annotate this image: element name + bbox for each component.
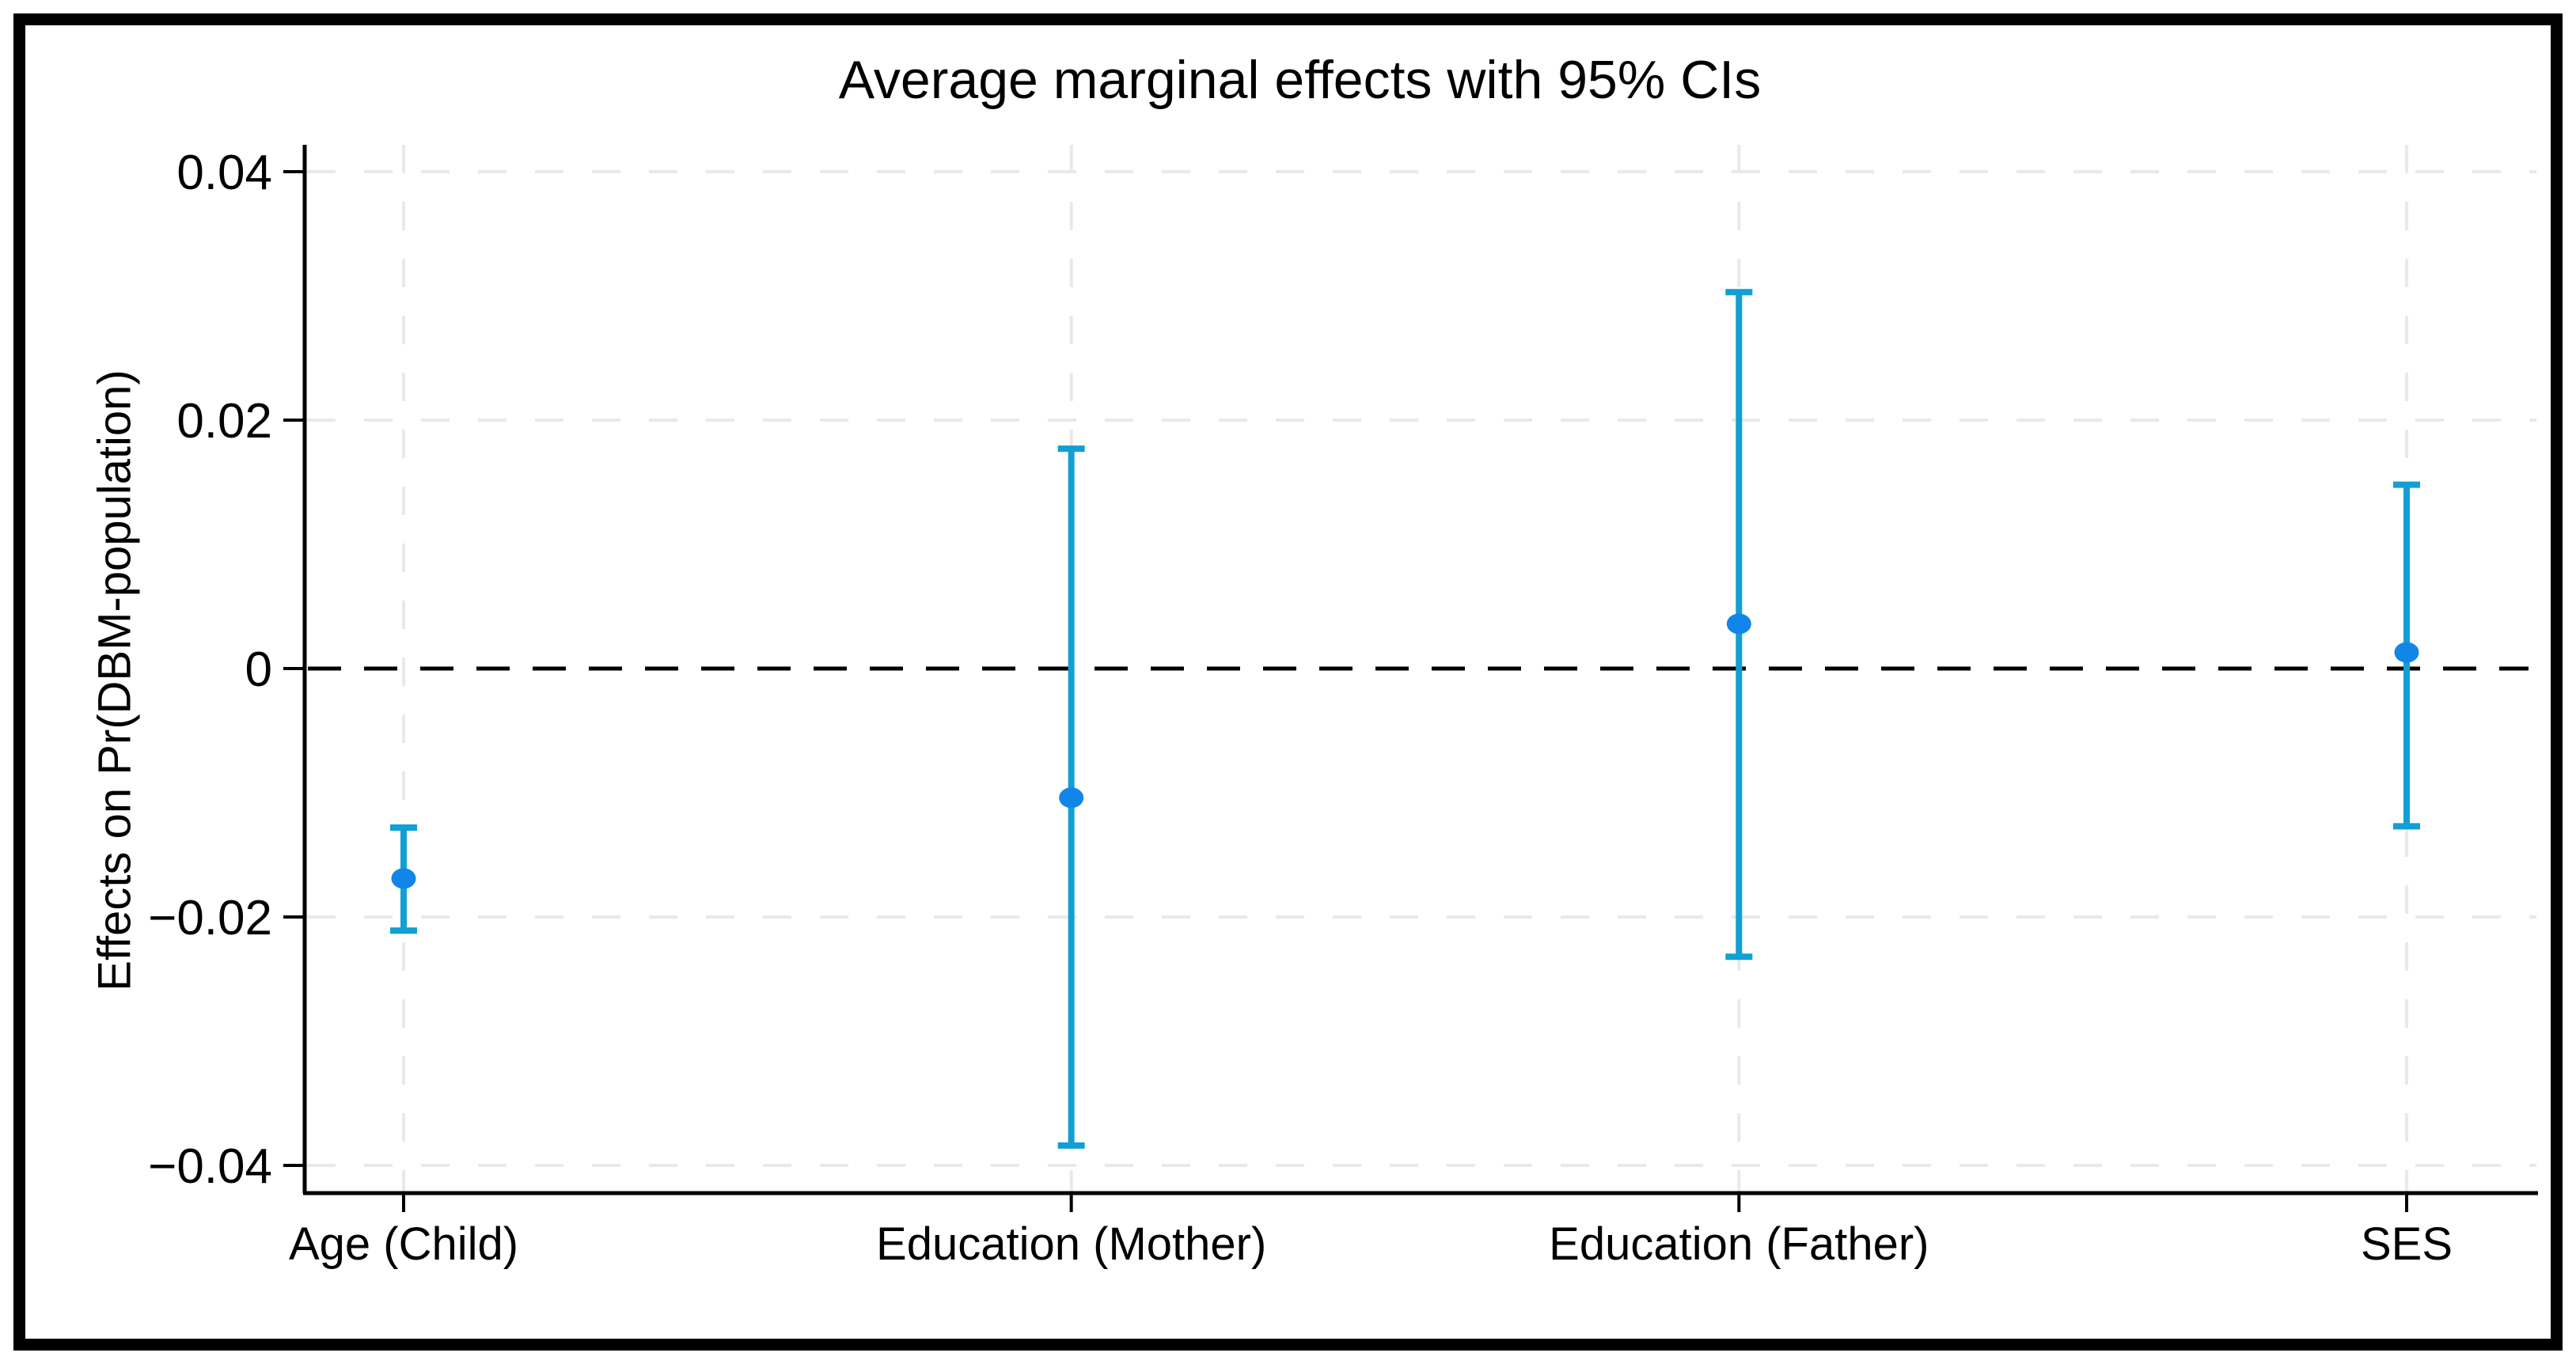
y-tick-label-0.04: 0.04 [176,146,272,200]
x-tick-label-ses: SES [2361,1218,2453,1270]
point-estimate-marker-age-child [391,868,416,889]
point-estimate-marker-education-father [1726,613,1751,635]
y-tick-label--0.02: −0.02 [148,891,272,945]
point-estimate-marker-ses [2394,642,2419,663]
y-tick-label-0.02: 0.02 [176,394,272,449]
y-tick-label-0: 0 [245,642,272,697]
x-tick-label-education-father: Education (Father) [1549,1218,1929,1270]
x-tick-label-education-mother: Education (Mother) [876,1218,1266,1270]
chart-title: Average marginal effects with 95% CIs [838,50,1762,110]
point-estimate-marker-education-mother [1059,787,1084,809]
x-tick-label-age-child: Age (Child) [289,1218,518,1270]
y-tick-label--0.04: −0.04 [148,1139,272,1194]
